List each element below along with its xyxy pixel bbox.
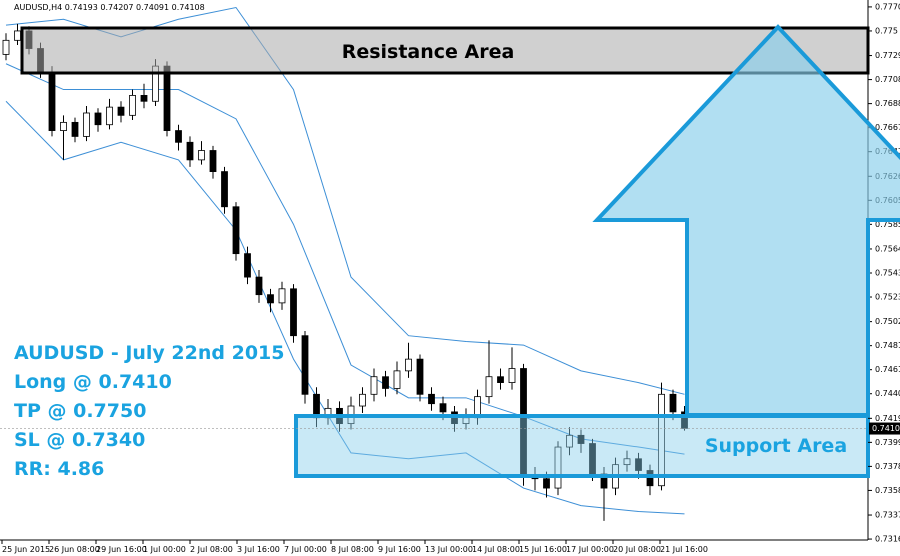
x-tick-label: 7 Jul 00:00 [284, 545, 327, 554]
candle-body [71, 121, 79, 137]
candle-body [2, 39, 10, 55]
last-price-label: 0.74108 [872, 424, 900, 433]
candle-body [209, 150, 217, 172]
trade-info: AUDUSD - July 22nd 2015 Long @ 0.7410 TP @… [14, 342, 285, 480]
candle-body [393, 370, 401, 389]
candle-body [428, 393, 435, 405]
candle-body [635, 458, 642, 471]
resistance-label: Resistance Area [342, 41, 515, 63]
y-tick-label: 0.74195 [875, 414, 900, 423]
candle-body [267, 294, 274, 304]
candle-body [163, 65, 171, 131]
x-tick-label: 26 Jun 08:00 [49, 545, 100, 554]
x-tick-label: 14 Jul 08:00 [472, 545, 520, 554]
y-tick-label: 0.7358 [875, 486, 900, 495]
y-tick-label: 0.775 [875, 26, 898, 35]
x-tick-label: 1 Jul 00:00 [143, 545, 186, 554]
x-tick-label: 25 Jun 2015 [2, 545, 50, 554]
candle-body [497, 376, 504, 383]
x-tick-label: 15 Jul 16:00 [519, 545, 567, 554]
y-tick-label: 0.7502 [875, 317, 900, 326]
candle-body [658, 393, 665, 487]
y-tick-label: 0.73785 [875, 462, 900, 471]
candle-body [106, 106, 113, 126]
bollinger-band [5, 100, 685, 515]
y-tick-label: 0.7688 [875, 99, 900, 108]
info-line: SL @ 0.7340 [14, 429, 145, 451]
x-tick-label: 20 Jul 08:00 [613, 545, 661, 554]
candle-body [577, 434, 585, 444]
candle-body [221, 171, 228, 208]
candle-body [416, 358, 424, 395]
y-tick-label: 0.74815 [875, 341, 900, 350]
info-line: Long @ 0.7410 [14, 371, 172, 393]
support-area [294, 414, 870, 478]
x-tick-label: 3 Jul 16:00 [237, 545, 280, 554]
candle-body [543, 478, 550, 489]
candle-body [370, 376, 378, 395]
last-price-box [869, 422, 900, 435]
candle-body [485, 376, 493, 398]
y-tick-label: 0.75435 [875, 268, 900, 277]
candle-body [669, 393, 677, 413]
up-arrow [592, 24, 900, 417]
candle-body [508, 368, 516, 383]
candle-body [94, 112, 102, 126]
candle-body [48, 71, 56, 131]
candle-body [140, 95, 148, 102]
candle-body [175, 130, 182, 143]
candle-body [646, 470, 654, 487]
y-tick-label: 0.74405 [875, 389, 900, 398]
y-tick-label: 0.73165 [875, 535, 900, 544]
candle-body [623, 458, 631, 466]
info-line: AUDUSD - July 22nd 2015 [14, 342, 285, 364]
x-tick-label: 8 Jul 08:00 [331, 545, 374, 554]
candle-body [198, 150, 205, 161]
candle-body [290, 288, 297, 337]
candle-body [301, 335, 309, 395]
candle-body [129, 95, 136, 116]
y-tick-label: 0.7461 [875, 365, 900, 374]
x-tick-label: 21 Jul 16:00 [660, 545, 708, 554]
y-tick-label: 0.7729 [875, 51, 900, 60]
candle-body [117, 106, 125, 116]
candle-body [60, 121, 67, 131]
y-tick-label: 0.7585 [875, 220, 900, 229]
info-line: RR: 4.86 [14, 458, 104, 480]
info-line: TP @ 0.7750 [14, 400, 146, 422]
x-tick-label: 13 Jul 00:00 [425, 545, 473, 554]
support-label: Support Area [705, 435, 847, 457]
x-tick-label: 29 Jun 16:00 [96, 545, 147, 554]
x-tick-label: 2 Jul 08:00 [190, 545, 233, 554]
y-tick-label: 0.7523 [875, 293, 900, 302]
candle-body [232, 206, 240, 255]
y-tick-label: 0.7564 [875, 244, 900, 253]
candle-body [83, 112, 90, 137]
candle-body [439, 403, 447, 413]
candle-body [359, 393, 366, 407]
resistance-area [20, 26, 870, 75]
y-tick-label: 0.76675 [875, 123, 900, 132]
candle-body [554, 446, 562, 489]
candle-body [278, 288, 286, 304]
x-tick-label: 9 Jul 16:00 [378, 545, 421, 554]
candle-body [186, 141, 194, 161]
candle-body [382, 376, 389, 389]
y-tick-label: 0.7337 [875, 511, 900, 520]
y-tick-label: 0.77705 [875, 2, 900, 11]
y-tick-label: 0.7399 [875, 438, 900, 447]
candle-body [566, 434, 573, 448]
chart-header: AUDUSD,H4 0.74193 0.74207 0.74091 0.7410… [14, 3, 205, 12]
candle-body [244, 253, 251, 278]
candle-body [405, 358, 412, 372]
x-tick-label: 17 Jul 00:00 [566, 545, 614, 554]
candle-body [255, 276, 263, 296]
y-tick-label: 0.77085 [875, 75, 900, 84]
candle-body [14, 30, 21, 41]
